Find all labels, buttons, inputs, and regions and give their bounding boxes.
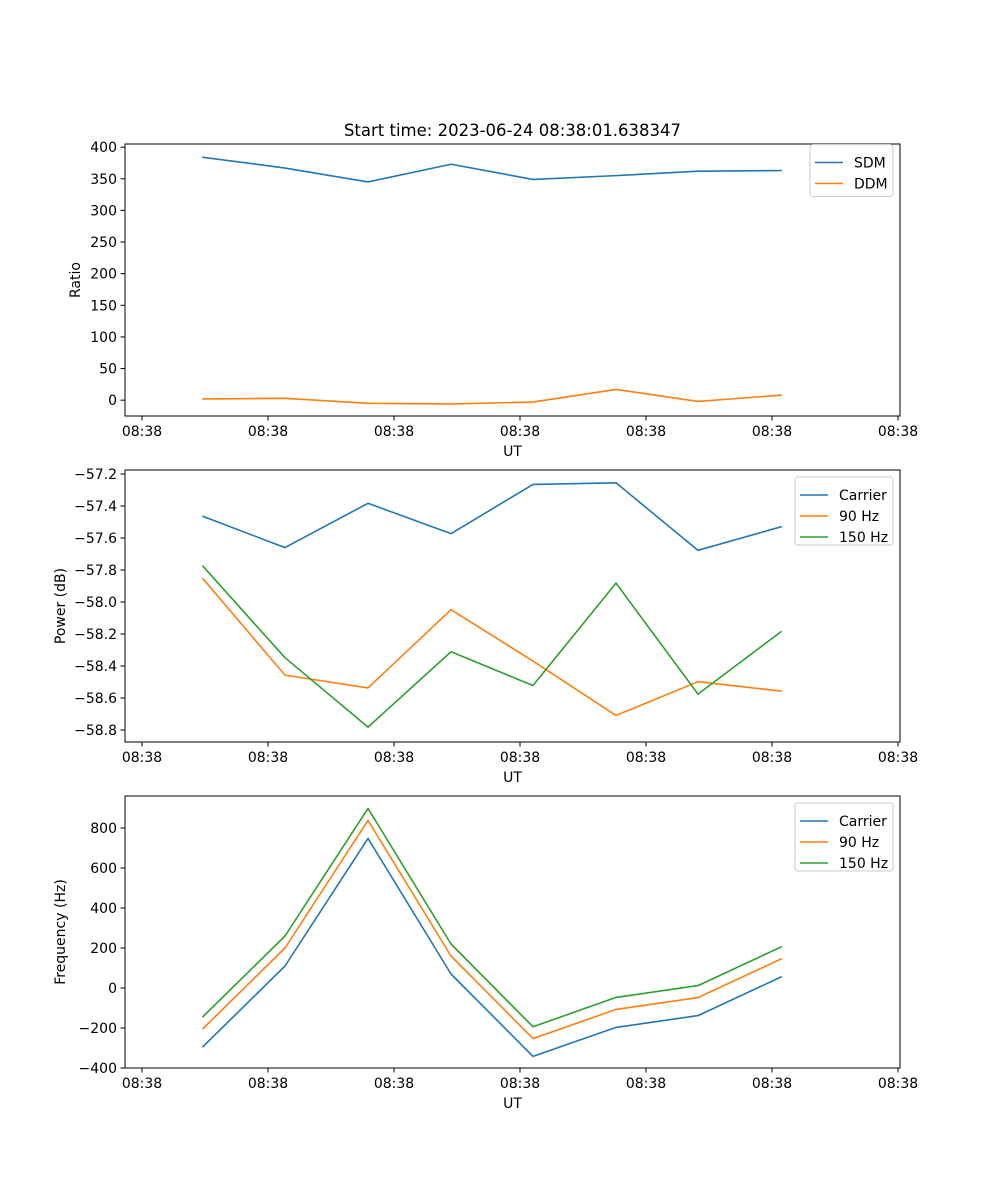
x-tick-label: 08:38: [500, 424, 540, 440]
y-axis-label: Power (dB): [53, 568, 69, 644]
x-tick-label: 08:38: [374, 424, 414, 440]
x-tick-label: 08:38: [122, 424, 162, 440]
y-tick-label: 800: [90, 821, 117, 837]
x-tick-label: 08:38: [374, 1076, 414, 1092]
y-tick-label: 150: [90, 298, 117, 314]
x-axis-label: UT: [503, 1096, 522, 1112]
x-tick-label: 08:38: [500, 1076, 540, 1092]
series-line-ddm: [202, 388, 782, 405]
y-axis-label: Frequency (Hz): [53, 879, 69, 985]
panel-3: 08:38 08:38 08:38 08:38 08:38 08:38 08:38 −400 −…: [53, 795, 918, 1112]
series-line-sdm: [202, 156, 782, 183]
panel-1: 08:38 08:38 08:38 08:38 08:38 08:38 08:38 0 50 10…: [68, 140, 918, 460]
x-axis-label: UT: [503, 770, 522, 786]
x-tick-label: 08:38: [626, 750, 666, 766]
legend-label: 90 Hz: [839, 835, 879, 851]
x-tick-label: 08:38: [122, 750, 162, 766]
y-tick-label: −400: [79, 1061, 117, 1077]
x-tick-label: 08:38: [626, 1076, 666, 1092]
y-tick-label: −57.4: [74, 499, 117, 515]
y-tick-label: 400: [90, 901, 117, 917]
series-line-carrier: [201, 837, 783, 1058]
legend: Carrier 90 Hz 150 Hz: [794, 476, 894, 546]
x-tick-label: 08:38: [248, 750, 288, 766]
y-tick-label: 600: [90, 861, 117, 877]
series-line-150-hz: [201, 807, 783, 1028]
y-tick-label: 300: [90, 203, 117, 219]
x-tick-label: 08:38: [248, 1076, 288, 1092]
legend: SDM DDM: [809, 144, 894, 197]
y-tick-label: 200: [90, 267, 117, 283]
x-tick-label: 08:38: [752, 750, 792, 766]
plot-frame: [124, 795, 901, 1069]
y-tick-label: −58.2: [74, 627, 117, 643]
x-tick-label: 08:38: [626, 424, 666, 440]
y-tick-label: 250: [90, 235, 117, 251]
y-tick-label: 400: [90, 140, 117, 156]
x-tick-label: 08:38: [878, 424, 918, 440]
y-tick-label: 50: [99, 362, 117, 378]
x-tick-label: 08:38: [752, 424, 792, 440]
legend-label: Carrier: [839, 814, 887, 830]
series-line-90-hz: [201, 577, 782, 717]
legend-label: DDM: [854, 177, 888, 193]
panel-2: 08:38 08:38 08:38 08:38 08:38 08:38 08:38 −58.8…: [53, 467, 918, 786]
legend-frame: [794, 476, 894, 546]
y-tick-label: −200: [79, 1021, 117, 1037]
x-tick-label: 08:38: [878, 1076, 918, 1092]
y-tick-label: −58.4: [74, 659, 117, 675]
y-tick-label: 200: [90, 941, 117, 957]
y-tick-label: 350: [90, 172, 117, 188]
legend-label: 90 Hz: [839, 509, 879, 525]
y-tick-label: −58.0: [74, 595, 117, 611]
y-tick-label: −58.6: [74, 691, 117, 707]
legend-label: 150 Hz: [839, 530, 888, 546]
series-line-90-hz: [201, 819, 783, 1040]
x-axis-label: UT: [503, 444, 522, 460]
y-tick-label: −58.8: [74, 723, 117, 739]
legend-label: Carrier: [839, 488, 887, 504]
plot-frame: [124, 469, 901, 743]
x-tick-label: 08:38: [878, 750, 918, 766]
x-tick-label: 08:38: [752, 1076, 792, 1092]
x-tick-label: 08:38: [248, 424, 288, 440]
y-tick-label: 0: [108, 981, 117, 997]
y-tick-label: 100: [90, 330, 117, 346]
y-tick-label: −57.6: [74, 531, 117, 547]
chart-title: Start time: 2023-06-24 08:38:01.638347: [344, 121, 681, 140]
x-tick-label: 08:38: [500, 750, 540, 766]
series-line-150-hz: [201, 565, 783, 728]
x-tick-label: 08:38: [374, 750, 414, 766]
legend-label: SDM: [854, 156, 886, 172]
y-tick-label: −57.2: [74, 467, 117, 483]
legend-label: 150 Hz: [839, 856, 888, 872]
plot-frame: [124, 143, 901, 417]
legend: Carrier 90 Hz 150 Hz: [794, 802, 894, 872]
y-axis-label: Ratio: [68, 262, 84, 298]
legend-frame: [794, 802, 894, 872]
y-tick-label: 0: [108, 393, 117, 409]
x-tick-label: 08:38: [122, 1076, 162, 1092]
series-line-carrier: [201, 481, 782, 552]
y-tick-label: −57.8: [74, 563, 117, 579]
